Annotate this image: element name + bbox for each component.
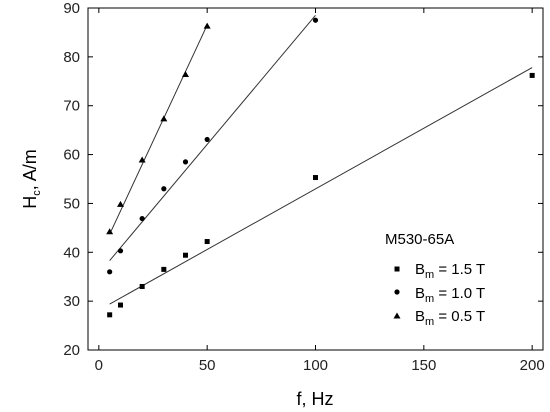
- fit-line-series-3: [109, 24, 208, 235]
- x-tick-label: 200: [520, 357, 545, 374]
- y-axis-title-main: H: [20, 196, 40, 209]
- data-point-series-1: [107, 312, 113, 318]
- data-point-series-1: [183, 252, 188, 258]
- data-point-series-1: [313, 175, 318, 181]
- y-tick-label: 20: [63, 342, 80, 359]
- y-tick-label: 40: [63, 244, 80, 261]
- y-tick-label: 90: [63, 0, 80, 17]
- y-tick-label: 30: [63, 293, 80, 310]
- legend-marker-circle: [394, 289, 400, 295]
- legend: M530-65A Bm = 1.5 T Bm = 1.0 T Bm = 0.5 …: [385, 231, 485, 328]
- axis-ticks: 0 50 100 150 200 20 30 40 50 60 70 80 90: [63, 0, 544, 374]
- x-tick-label: 50: [199, 357, 216, 374]
- data-point-series-2: [182, 159, 189, 165]
- y-axis-title: Hc, A/m: [20, 149, 43, 209]
- data-point-series-1: [204, 239, 210, 245]
- y-tick-label: 50: [63, 195, 80, 212]
- fit-line-series-1: [109, 67, 533, 305]
- legend-label-3: Bm = 0.5 T: [415, 308, 485, 328]
- y-tick-label: 80: [63, 49, 80, 66]
- data-point-series-2: [139, 215, 145, 222]
- y-tick-label: 60: [63, 147, 80, 164]
- legend-marker-square: [394, 266, 400, 272]
- legend-entry-2: Bm = 1.0 T: [394, 285, 485, 305]
- data-points: [106, 17, 535, 318]
- data-point-series-3: [160, 115, 168, 122]
- data-point-series-2: [161, 186, 167, 192]
- y-axis-title-sub: c: [31, 190, 43, 196]
- x-tick-label: 150: [411, 357, 436, 374]
- data-point-series-1: [529, 72, 535, 78]
- legend-entry-3: Bm = 0.5 T: [393, 308, 485, 328]
- data-point-series-1: [161, 266, 167, 272]
- y-axis-title-rest: , A/m: [20, 149, 40, 190]
- data-point-series-2: [204, 136, 210, 143]
- x-tick-label: 0: [95, 357, 103, 374]
- data-point-series-2: [312, 17, 319, 23]
- data-point-series-1: [139, 283, 145, 289]
- data-point-series-2: [107, 269, 113, 275]
- data-point-series-3: [138, 156, 146, 163]
- legend-marker-triangle: [393, 312, 401, 319]
- data-point-series-3: [203, 22, 211, 29]
- data-point-series-3: [117, 200, 124, 207]
- data-point-series-3: [182, 70, 189, 77]
- x-axis-title: f, Hz: [296, 389, 333, 409]
- data-point-series-1: [118, 302, 123, 308]
- fit-line-series-2: [109, 15, 316, 261]
- data-point-series-3: [106, 228, 114, 235]
- legend-title: M530-65A: [385, 231, 454, 248]
- y-tick-label: 70: [63, 98, 80, 115]
- x-tick-label: 100: [303, 357, 328, 374]
- legend-label-1: Bm = 1.5 T: [415, 261, 485, 281]
- legend-entry-1: Bm = 1.5 T: [394, 261, 485, 281]
- data-point-series-2: [117, 248, 124, 254]
- legend-label-2: Bm = 1.0 T: [415, 285, 485, 305]
